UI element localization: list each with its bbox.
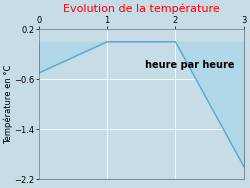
Title: Evolution de la température: Evolution de la température [63,3,220,14]
Y-axis label: Température en °C: Température en °C [4,64,13,144]
Text: heure par heure: heure par heure [145,60,234,70]
